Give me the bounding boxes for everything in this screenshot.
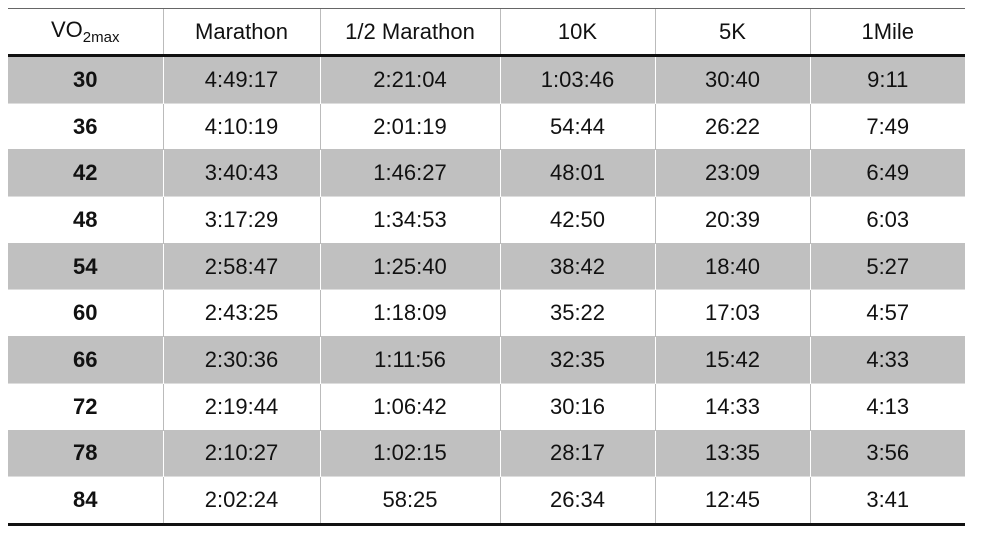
time-cell: 30:16: [499, 382, 655, 430]
vo2max-cell: 60: [8, 289, 163, 337]
header-subscript: 2max: [82, 29, 120, 46]
time-cell: 1:06:42: [319, 382, 500, 430]
time-cell: 2:19:44: [162, 382, 320, 430]
time-cell: 58:25: [319, 476, 500, 526]
time-cell: 2:02:24: [162, 476, 320, 526]
time-cell: 9:11: [809, 55, 965, 104]
header-cell: 1Mile: [809, 8, 965, 57]
time-cell: 14:33: [654, 382, 810, 430]
header-cell: 10K: [499, 8, 655, 57]
header-cell: VO2max: [8, 8, 163, 57]
time-cell: 18:40: [654, 242, 810, 290]
time-cell: 17:03: [654, 289, 810, 337]
time-cell: 4:10:19: [162, 102, 320, 150]
table-row: 48 3:17:29 1:34:53 42:50 20:39 6:03: [8, 196, 965, 244]
time-cell: 6:49: [809, 149, 965, 197]
vo2max-cell: 36: [8, 102, 163, 150]
table-row: 30 4:49:17 2:21:04 1:03:46 30:40 9:11: [8, 55, 965, 104]
header-cell: 5K: [654, 8, 810, 57]
header-row: VO2max Marathon 1/2 Marathon 10K 5K 1Mile: [8, 8, 965, 57]
table-row: 60 2:43:25 1:18:09 35:22 17:03 4:57: [8, 289, 965, 337]
time-cell: 2:10:27: [162, 429, 320, 477]
time-cell: 26:34: [499, 476, 655, 526]
vo2max-cell: 42: [8, 149, 163, 197]
table-row: 36 4:10:19 2:01:19 54:44 26:22 7:49: [8, 102, 965, 150]
vo2max-cell: 54: [8, 242, 163, 290]
time-cell: 28:17: [499, 429, 655, 477]
header-cell: Marathon: [162, 8, 320, 57]
time-cell: 1:02:15: [319, 429, 500, 477]
time-cell: 2:58:47: [162, 242, 320, 290]
time-cell: 32:35: [499, 336, 655, 384]
time-cell: 20:39: [654, 196, 810, 244]
pace-table: VO2max Marathon 1/2 Marathon 10K 5K 1Mile 30 4…: [8, 8, 965, 526]
time-cell: 3:40:43: [162, 149, 320, 197]
time-cell: 42:50: [499, 196, 655, 244]
time-cell: 1:34:53: [319, 196, 500, 244]
time-cell: 2:21:04: [319, 55, 500, 104]
time-cell: 6:03: [809, 196, 965, 244]
table-row: 84 2:02:24 58:25 26:34 12:45 3:41: [8, 476, 965, 526]
header-cell: 1/2 Marathon: [319, 8, 500, 57]
time-cell: 3:56: [809, 429, 965, 477]
time-cell: 2:43:25: [162, 289, 320, 337]
time-cell: 5:27: [809, 242, 965, 290]
table-row: 78 2:10:27 1:02:15 28:17 13:35 3:56: [8, 429, 965, 477]
time-cell: 1:18:09: [319, 289, 500, 337]
time-cell: 4:13: [809, 382, 965, 430]
table-row: 42 3:40:43 1:46:27 48:01 23:09 6:49: [8, 149, 965, 197]
vo2max-cell: 66: [8, 336, 163, 384]
time-cell: 54:44: [499, 102, 655, 150]
table-body: 30 4:49:17 2:21:04 1:03:46 30:40 9:11 36 4:10:1…: [8, 55, 965, 526]
vo2max-cell: 30: [8, 55, 163, 104]
time-cell: 26:22: [654, 102, 810, 150]
time-cell: 3:41: [809, 476, 965, 526]
vo2max-cell: 78: [8, 429, 163, 477]
vo2max-cell: 84: [8, 476, 163, 526]
time-cell: 15:42: [654, 336, 810, 384]
time-cell: 3:17:29: [162, 196, 320, 244]
time-cell: 4:33: [809, 336, 965, 384]
time-cell: 35:22: [499, 289, 655, 337]
time-cell: 4:49:17: [162, 55, 320, 104]
time-cell: 30:40: [654, 55, 810, 104]
table-row: 72 2:19:44 1:06:42 30:16 14:33 4:13: [8, 382, 965, 430]
time-cell: 13:35: [654, 429, 810, 477]
table-row: 54 2:58:47 1:25:40 38:42 18:40 5:27: [8, 242, 965, 290]
time-cell: 2:30:36: [162, 336, 320, 384]
header-text: VO: [51, 17, 83, 42]
table-row: 66 2:30:36 1:11:56 32:35 15:42 4:33: [8, 336, 965, 384]
time-cell: 1:03:46: [499, 55, 655, 104]
time-cell: 23:09: [654, 149, 810, 197]
time-cell: 1:11:56: [319, 336, 500, 384]
vo2max-cell: 72: [8, 382, 163, 430]
time-cell: 48:01: [499, 149, 655, 197]
time-cell: 4:57: [809, 289, 965, 337]
time-cell: 1:25:40: [319, 242, 500, 290]
time-cell: 2:01:19: [319, 102, 500, 150]
time-cell: 7:49: [809, 102, 965, 150]
time-cell: 12:45: [654, 476, 810, 526]
vo2max-cell: 48: [8, 196, 163, 244]
time-cell: 38:42: [499, 242, 655, 290]
time-cell: 1:46:27: [319, 149, 500, 197]
